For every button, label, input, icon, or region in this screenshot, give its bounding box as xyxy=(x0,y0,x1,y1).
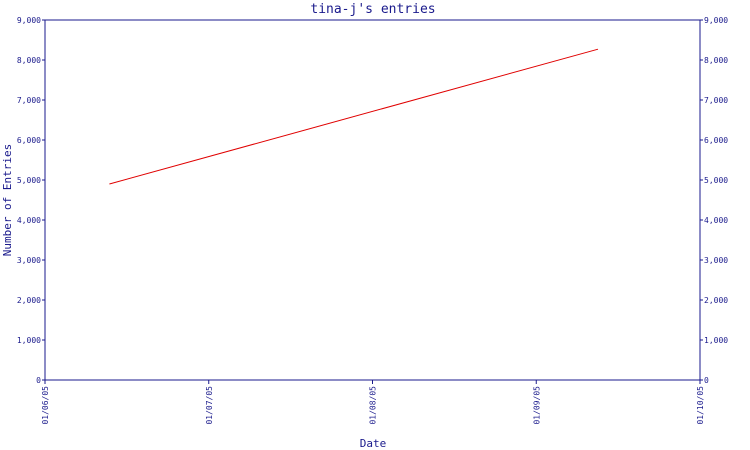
x-axis-label: Date xyxy=(360,437,387,450)
y-tick-label-right: 7,000 xyxy=(704,96,728,105)
x-tick-label: 01/07/05 xyxy=(205,386,214,425)
plot-area xyxy=(44,19,701,381)
y-tick-label-left: 7,000 xyxy=(17,96,41,105)
y-tick-label-right: 4,000 xyxy=(704,216,728,225)
y-tick-label-left: 3,000 xyxy=(17,256,41,265)
y-tick-label-right: 8,000 xyxy=(704,56,728,65)
x-tick-label: 01/06/05 xyxy=(41,386,50,425)
series xyxy=(109,48,599,185)
y-tick-label-right: 6,000 xyxy=(704,136,728,145)
y-tick-label-right: 0 xyxy=(704,376,709,385)
y-ticks: 0 0 1,000 1,000 2,000 2,000 3,000 3,000 4,000 4,0… xyxy=(17,16,728,385)
y-axis-label: Number of Entries xyxy=(1,144,14,257)
x-tick-label: 01/10/05 xyxy=(696,386,705,425)
y-tick-label-left: 6,000 xyxy=(17,136,41,145)
y-tick-label-right: 9,000 xyxy=(704,16,728,25)
x-tick-label: 01/08/05 xyxy=(369,386,378,425)
y-tick-label-left: 8,000 xyxy=(17,56,41,65)
y-tick-label-left: 0 xyxy=(36,376,41,385)
x-tick-label: 01/09/05 xyxy=(532,386,541,425)
y-tick-label-right: 2,000 xyxy=(704,296,728,305)
series-line xyxy=(109,48,599,185)
y-tick-label-left: 5,000 xyxy=(17,176,41,185)
y-tick-label-right: 5,000 xyxy=(704,176,728,185)
chart-title: tina-j's entries xyxy=(310,2,435,17)
x-ticks: 01/06/05 01/07/05 01/08/05 01/09/05 01/10/05 xyxy=(41,380,705,425)
y-tick-label-left: 9,000 xyxy=(17,16,41,25)
y-tick-label-left: 1,000 xyxy=(17,336,41,345)
y-tick-label-left: 4,000 xyxy=(17,216,41,225)
y-tick-label-right: 3,000 xyxy=(704,256,728,265)
y-tick-label-left: 2,000 xyxy=(17,296,41,305)
y-tick-label-right: 1,000 xyxy=(704,336,728,345)
